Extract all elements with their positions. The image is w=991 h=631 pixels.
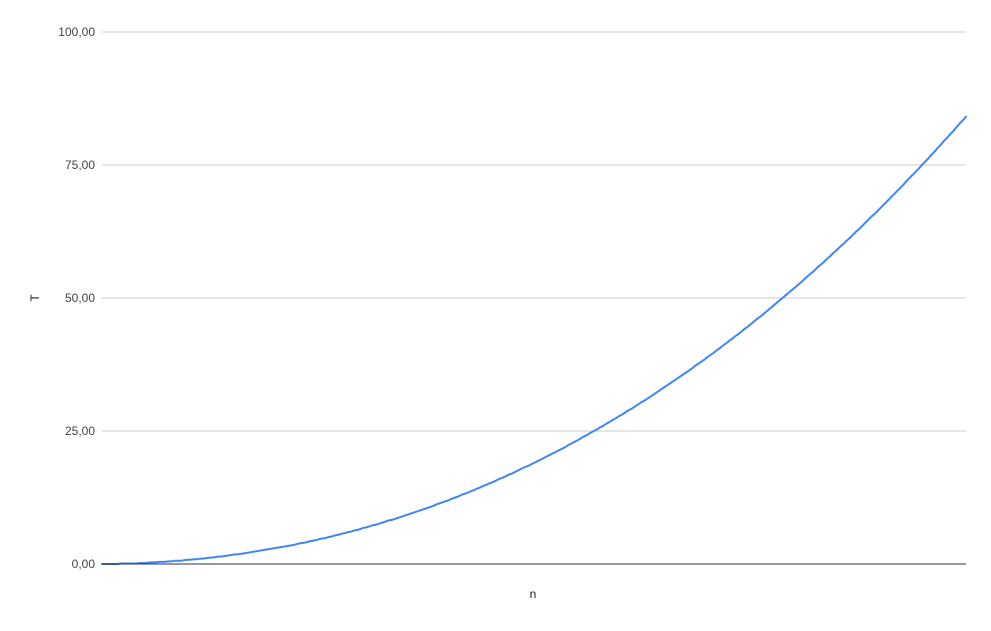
gridlines <box>102 31 966 432</box>
x-axis-title: n <box>530 587 537 601</box>
series-layer <box>101 115 967 565</box>
y-tick-label: 75,00 <box>65 158 95 172</box>
y-tick-label: 25,00 <box>65 424 95 438</box>
y-axis-title: T <box>28 294 42 302</box>
y-tick-label: 100,00 <box>58 25 95 39</box>
y-tick-label: 50,00 <box>65 291 95 305</box>
series-line-0 <box>101 115 967 565</box>
y-axis-ticks: 0,00 25,00 50,00 75,00 100,00 <box>58 25 95 571</box>
y-tick-label: 0,00 <box>72 557 96 571</box>
